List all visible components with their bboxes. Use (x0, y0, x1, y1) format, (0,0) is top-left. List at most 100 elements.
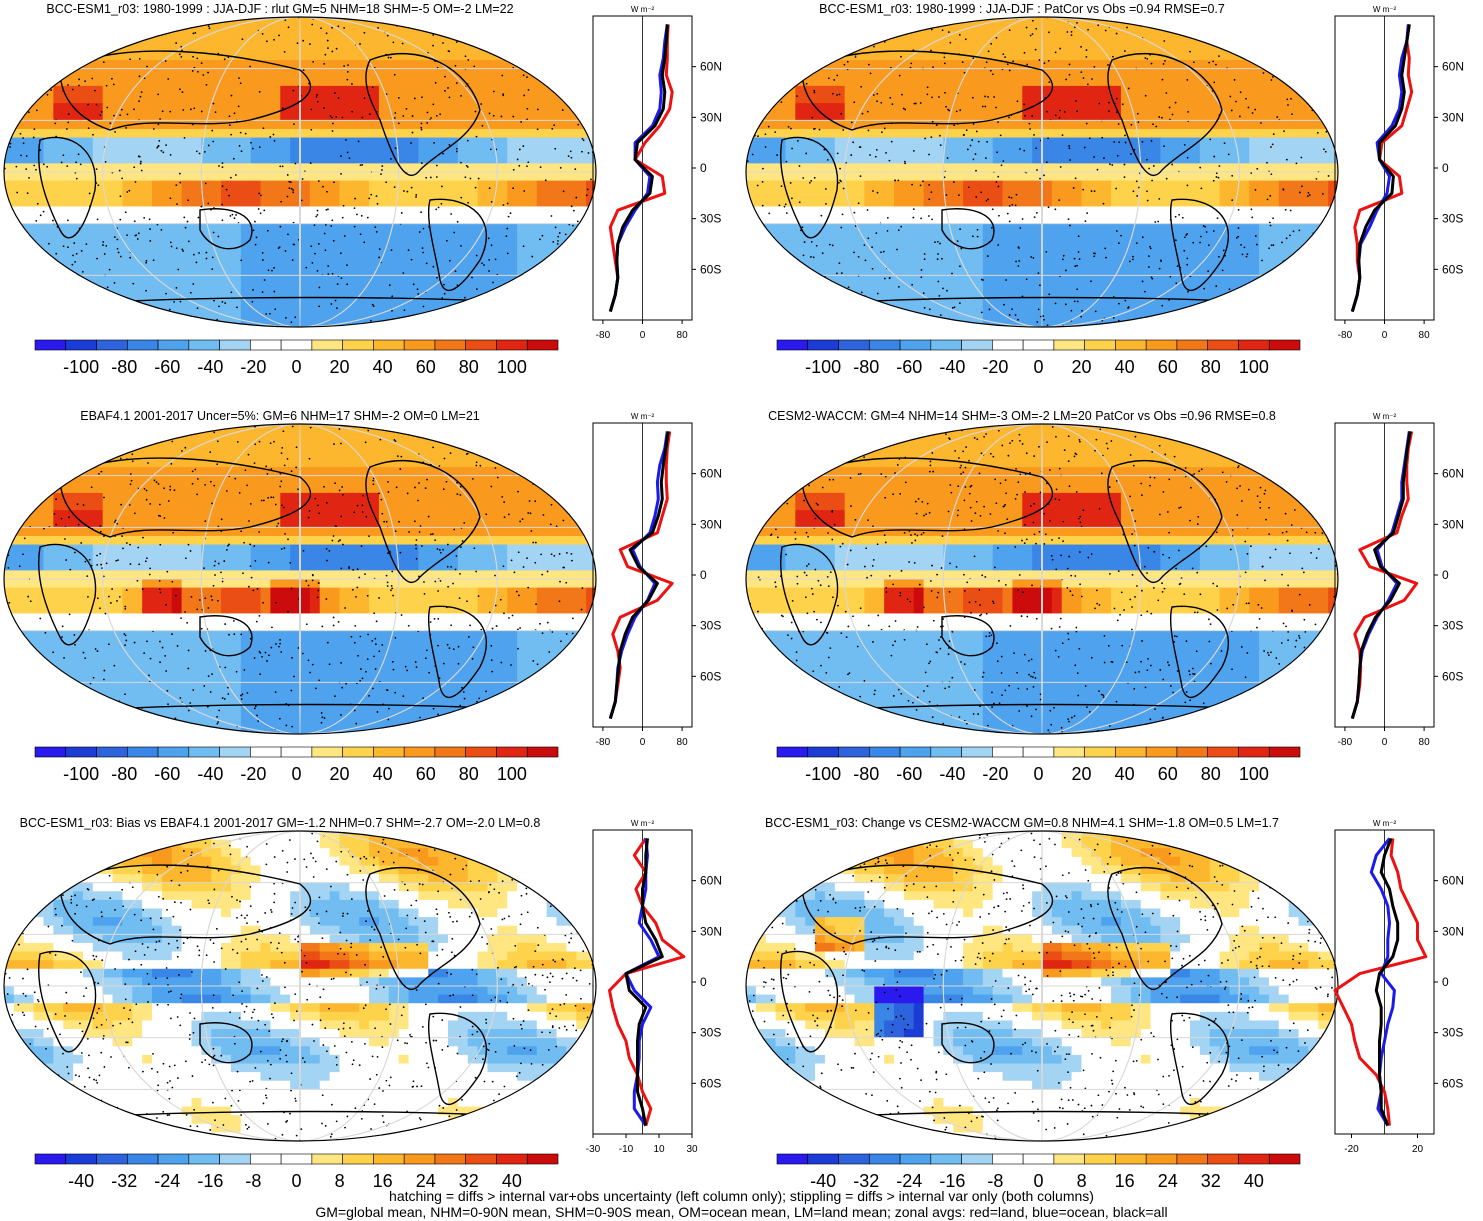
zonal-x-tick-label: 0 (1382, 737, 1388, 748)
colorbar-tick-label: -40 (197, 764, 223, 784)
zonal-series-ocean (1369, 837, 1396, 1127)
colorbar-tick-label: 60 (1158, 764, 1178, 784)
footer-line-1: hatching = diffs > internal var+obs unce… (389, 1188, 1094, 1204)
colorbar-tick-label: -8 (245, 1171, 261, 1191)
zonal-series-land (1333, 838, 1428, 1126)
colorbar-tick-label: 60 (1158, 357, 1178, 377)
colorbar-tick-label: -16 (939, 1171, 965, 1191)
zonal-x-tick-label: 80 (677, 330, 689, 341)
map-field (746, 17, 1338, 327)
zonal-x-tick-label: -80 (596, 330, 611, 341)
colorbar-tick-label: 24 (416, 1171, 436, 1191)
zonal-series-all (608, 431, 670, 720)
zonal-x-tick-label: 0 (640, 737, 646, 748)
lat-tick-label: 30N (700, 517, 722, 531)
zonal-x-tick-label: -20 (1344, 1144, 1359, 1155)
colorbar-tick-label: 0 (1033, 764, 1043, 784)
colorbar-tick-label: 60 (416, 764, 436, 784)
zonal-series-all (1374, 837, 1400, 1127)
panel-p6: BCC-ESM1_r03: Change vs CESM2-WACCM GM=0… (742, 814, 1483, 1219)
footer-line-2: GM=global mean, NHM=0-90N mean, SHM=0-90… (315, 1204, 1168, 1220)
colorbar-tick-label: -32 (853, 1171, 879, 1191)
zonal-series-ocean (608, 24, 669, 313)
zonal-x-tick-label: -10 (619, 1144, 634, 1155)
colorbar-tick-label: 0 (1033, 1171, 1043, 1191)
colorbar-tick-label: 0 (1033, 357, 1043, 377)
colorbar-tick-label: -20 (982, 357, 1008, 377)
footer: hatching = diffs > internal var+obs unce… (0, 1188, 1483, 1220)
colorbar-tick-label: 20 (330, 357, 350, 377)
colorbar-tick-label: -60 (154, 357, 180, 377)
lat-tick-label: 60N (700, 467, 722, 481)
colorbar-tick-label: -100 (805, 357, 841, 377)
colorbar-tick-label: 100 (497, 357, 527, 377)
colorbar-tick-label: -60 (896, 764, 922, 784)
panel-figure: -40 -32 -24 -16 -8 0 8 16 24 32 40 W m⁻² 60N 30N 0 30S 6… (3, 819, 722, 1191)
colorbar-tick-label: -40 (939, 764, 965, 784)
lat-tick-label: 30N (1442, 517, 1464, 531)
colorbar: -100 -80 -60 -40 -20 0 20 40 60 80 100 (776, 339, 1301, 377)
panel-p1: BCC-ESM1_r03: 1980-1999 : JJA-DJF : rlut… (0, 0, 741, 405)
colorbar-tick-label: 8 (1077, 1171, 1087, 1191)
colorbar-tick-label: 100 (497, 764, 527, 784)
colorbar-tick-label: -32 (111, 1171, 137, 1191)
zonal-series-all (624, 838, 664, 1126)
lat-tick-label: 0 (1442, 161, 1449, 175)
colorbar-tick-label: -8 (987, 1171, 1003, 1191)
colorbar: -100 -80 -60 -40 -20 0 20 40 60 80 100 (776, 746, 1301, 784)
panel-title: BCC-ESM1_r03: Change vs CESM2-WACCM GM=0… (765, 816, 1279, 830)
colorbar-tick-label: 20 (1072, 764, 1092, 784)
zonal-x-tick-label: 20 (1412, 1144, 1424, 1155)
map-outline (745, 830, 1339, 1142)
lat-tick-label: 60S (1442, 1076, 1463, 1090)
panel-p4: CESM2-WACCM: GM=4 NHM=14 SHM=-3 OM=-2 LM… (742, 407, 1483, 812)
colorbar-tick-label: -100 (63, 764, 99, 784)
colorbar-tick-label: 8 (335, 1171, 345, 1191)
panel-p3: EBAF4.1 2001-2017 Uncer=5%: GM=6 NHM=17 … (0, 407, 741, 812)
lat-tick-label: 0 (1442, 568, 1449, 582)
zonal-units: W m⁻² (1373, 819, 1397, 828)
zonal-series-all (608, 24, 669, 313)
zonal-x-tick-label: -80 (1338, 737, 1353, 748)
lat-tick-label: 60S (700, 669, 721, 683)
lat-tick-label: 60S (700, 1076, 721, 1090)
colorbar-tick-label: 0 (291, 357, 301, 377)
zonal-units: W m⁻² (631, 5, 655, 14)
zonal-x-tick-label: -30 (586, 1144, 601, 1155)
colorbar-tick-label: 40 (373, 764, 393, 784)
map-field (4, 831, 596, 1141)
colorbar-tick-label: 100 (1239, 357, 1269, 377)
colorbar-tick-label: 40 (1115, 764, 1135, 784)
map-outline (3, 16, 597, 328)
colorbar-tick-label: -100 (805, 764, 841, 784)
colorbar-tick-label: 16 (1115, 1171, 1135, 1191)
map-field (746, 831, 1338, 1141)
lat-tick-label: 0 (1442, 975, 1449, 989)
lat-tick-label: 60S (1442, 669, 1463, 683)
panel-title: CESM2-WACCM: GM=4 NHM=14 SHM=-3 OM=-2 LM… (768, 409, 1276, 423)
panel-figure: -100 -80 -60 -40 -20 0 20 40 60 80 100 W m⁻² 60N 30N 0… (745, 5, 1464, 377)
zonal-units: W m⁻² (1373, 5, 1397, 14)
colorbar-tick-label: -40 (939, 357, 965, 377)
panel-figure: -100 -80 -60 -40 -20 0 20 40 60 80 100 W m⁻² 60N 30N 0… (3, 5, 722, 377)
colorbar-tick-label: -60 (896, 357, 922, 377)
lat-tick-label: 0 (700, 975, 707, 989)
zonal-x-tick-label: 30 (686, 1144, 698, 1155)
zonal-x-tick-label: 80 (1419, 330, 1431, 341)
colorbar-tick-label: 40 (1244, 1171, 1264, 1191)
panel-figure: -40 -32 -24 -16 -8 0 8 16 24 32 40 W m⁻² 60N 30N 0 30S 6… (745, 819, 1464, 1191)
map-field (4, 424, 596, 734)
lat-tick-label: 60N (700, 874, 722, 888)
lat-tick-label: 30S (1442, 619, 1463, 633)
colorbar: -40 -32 -24 -16 -8 0 8 16 24 32 40 (34, 1153, 559, 1191)
panel-title: BCC-ESM1_r03: 1980-1999 : JJA-DJF : PatC… (819, 2, 1225, 16)
lat-tick-label: 60N (1442, 467, 1464, 481)
colorbar-tick-label: 32 (459, 1171, 479, 1191)
colorbar-tick-label: 60 (416, 357, 436, 377)
colorbar-tick-label: -20 (982, 764, 1008, 784)
panel-figure: -100 -80 -60 -40 -20 0 20 40 60 80 100 W m⁻² 60N 30N 0… (3, 412, 722, 784)
colorbar: -100 -80 -60 -40 -20 0 20 40 60 80 100 (34, 339, 559, 377)
map-outline (3, 830, 597, 1142)
colorbar-tick-label: 20 (330, 764, 350, 784)
colorbar-tick-label: -100 (63, 357, 99, 377)
